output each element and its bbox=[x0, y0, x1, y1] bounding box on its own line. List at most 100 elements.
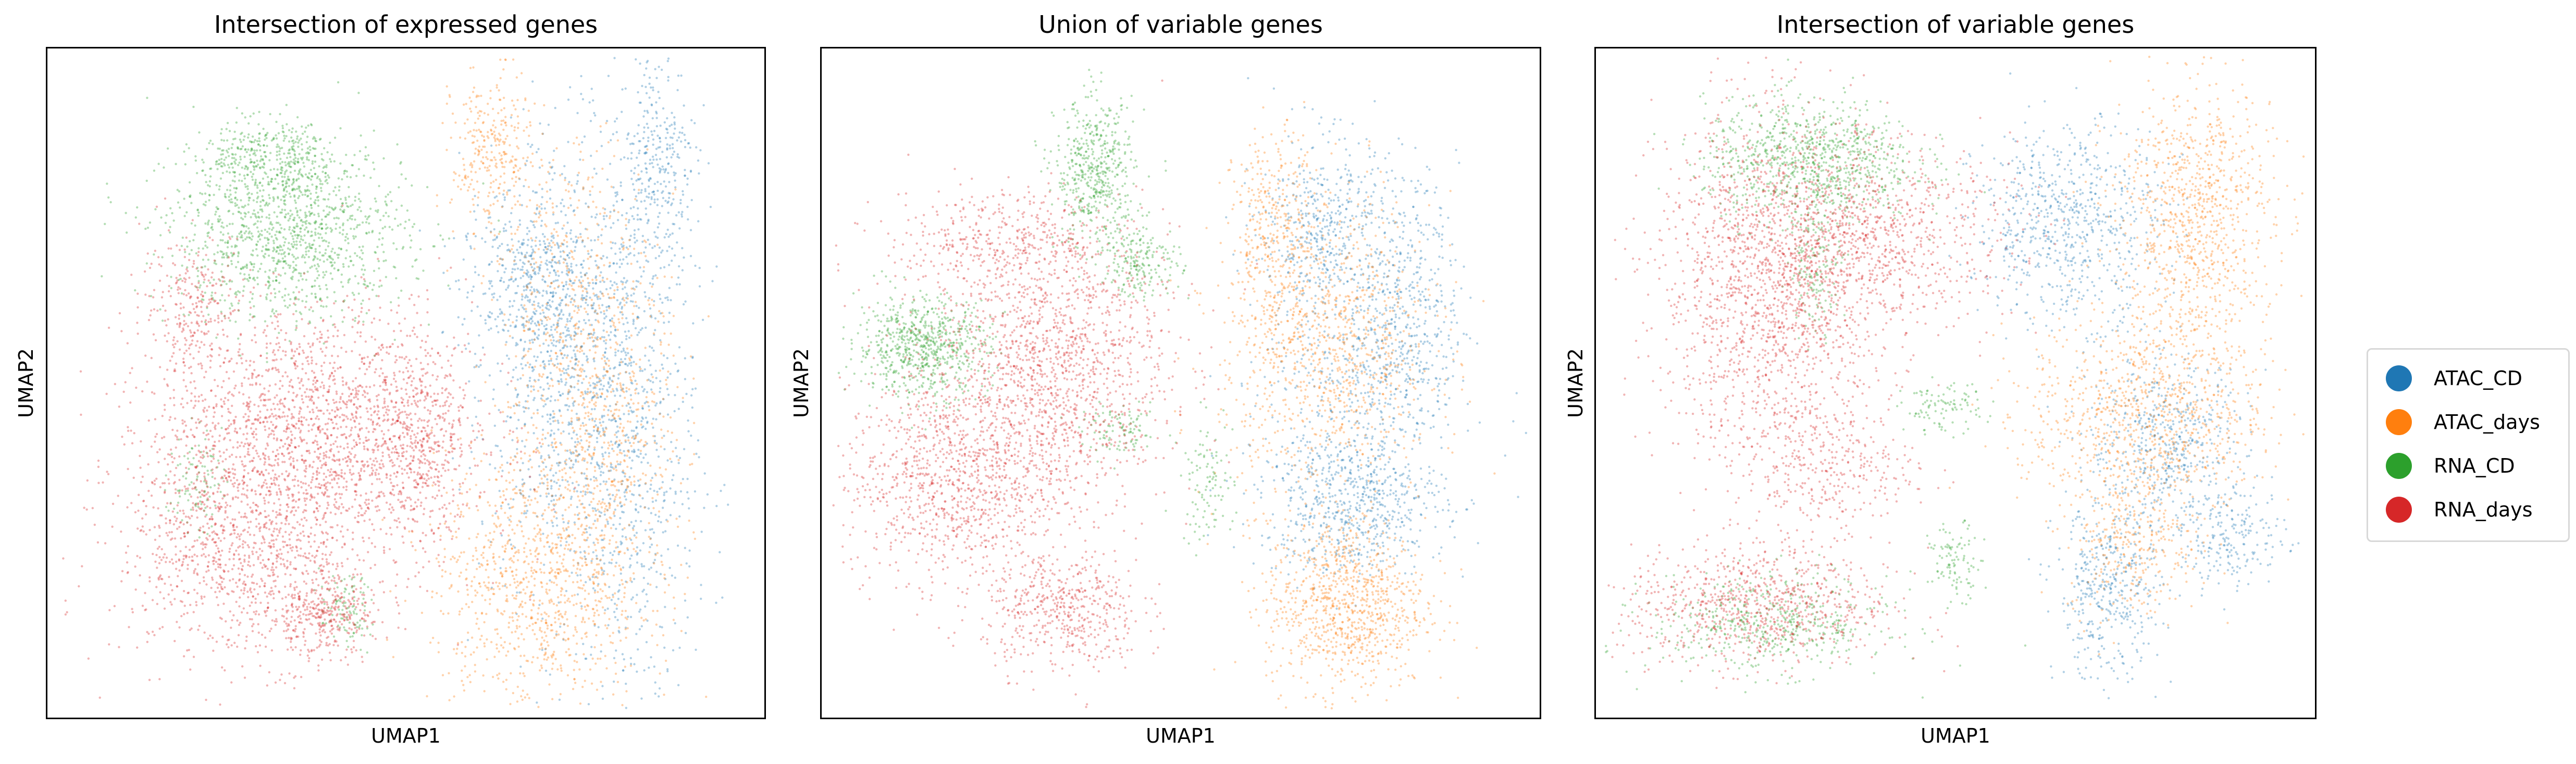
scatter-point bbox=[568, 390, 572, 393]
scatter-point bbox=[533, 338, 536, 341]
scatter-point bbox=[284, 272, 287, 275]
scatter-point bbox=[491, 285, 493, 288]
scatter-point bbox=[599, 280, 602, 283]
scatter-point bbox=[609, 262, 611, 264]
scatter-point bbox=[553, 269, 555, 272]
scatter-point bbox=[502, 151, 505, 154]
scatter-point bbox=[667, 200, 670, 203]
scatter-point bbox=[457, 344, 460, 347]
scatter-point bbox=[513, 597, 516, 600]
scatter-point bbox=[628, 245, 631, 248]
scatter-point bbox=[655, 125, 659, 128]
scatter-point bbox=[592, 476, 596, 478]
scatter-point bbox=[475, 129, 478, 132]
scatter-point bbox=[615, 546, 617, 549]
scatter-point bbox=[558, 314, 561, 316]
scatter-point bbox=[501, 573, 504, 576]
scatter-point bbox=[492, 203, 495, 205]
scatter-point bbox=[231, 235, 233, 238]
scatter-point bbox=[534, 497, 537, 500]
scatter-point bbox=[589, 297, 591, 299]
scatter-point bbox=[556, 399, 560, 401]
scatter-point bbox=[633, 449, 636, 451]
scatter-point bbox=[532, 488, 536, 491]
scatter-point bbox=[522, 490, 524, 492]
scatter-point bbox=[626, 294, 629, 297]
scatter-point bbox=[584, 287, 586, 290]
scatter-point bbox=[664, 169, 667, 172]
scatter-point bbox=[576, 437, 579, 440]
scatter-point bbox=[443, 522, 446, 525]
scatter-point bbox=[553, 255, 556, 258]
scatter-point bbox=[474, 663, 476, 667]
scatter-point bbox=[651, 285, 653, 288]
scatter-point bbox=[574, 551, 577, 554]
scatter-point bbox=[666, 148, 668, 151]
scatter-point bbox=[551, 494, 553, 497]
scatter-point bbox=[476, 180, 479, 183]
scatter-point bbox=[666, 376, 669, 379]
scatter-point bbox=[601, 292, 604, 295]
scatter-point bbox=[567, 367, 569, 370]
scatter-point bbox=[617, 590, 620, 593]
scatter-point bbox=[555, 584, 558, 586]
scatter-point bbox=[322, 271, 325, 274]
scatter-point bbox=[515, 586, 518, 589]
scatter-point bbox=[677, 459, 680, 461]
scatter-point bbox=[649, 177, 652, 180]
scatter-point bbox=[570, 265, 573, 268]
scatter-point bbox=[500, 455, 503, 458]
scatter-point bbox=[531, 252, 534, 254]
scatter-point bbox=[469, 653, 473, 656]
scatter-point bbox=[645, 213, 648, 216]
scatter-point bbox=[384, 200, 387, 203]
scatter-point bbox=[620, 442, 623, 445]
scatter-point bbox=[522, 588, 525, 591]
scatter-point bbox=[529, 549, 531, 552]
scatter-point bbox=[565, 280, 567, 284]
scatter-point bbox=[637, 479, 640, 482]
scatter-point bbox=[653, 562, 655, 565]
scatter-point bbox=[499, 295, 501, 298]
scatter-point bbox=[604, 351, 606, 354]
scatter-point bbox=[506, 415, 509, 418]
scatter-point bbox=[613, 602, 616, 605]
scatter-point bbox=[504, 583, 507, 586]
scatter-point bbox=[624, 397, 626, 399]
scatter-point bbox=[579, 601, 582, 605]
scatter-point bbox=[608, 452, 611, 454]
scatter-point bbox=[584, 517, 587, 520]
scatter-point bbox=[612, 680, 615, 683]
scatter-point bbox=[569, 498, 573, 500]
scatter-point bbox=[524, 179, 527, 181]
scatter-point bbox=[630, 361, 633, 364]
scatter-point bbox=[510, 498, 512, 500]
scatter-point bbox=[486, 209, 488, 212]
scatter-point bbox=[258, 140, 261, 142]
scatter-point bbox=[592, 304, 595, 306]
scatter-point bbox=[240, 199, 242, 202]
scatter-point bbox=[501, 585, 504, 587]
scatter-point bbox=[567, 597, 570, 600]
scatter-point bbox=[444, 449, 447, 452]
scatter-point bbox=[550, 281, 553, 285]
scatter-point bbox=[410, 541, 413, 544]
scatter-point bbox=[509, 515, 512, 517]
scatter-point bbox=[468, 186, 470, 189]
scatter-point bbox=[450, 198, 453, 201]
scatter-point bbox=[636, 433, 639, 435]
scatter-point bbox=[612, 324, 615, 327]
scatter-point bbox=[525, 615, 527, 618]
scatter-point bbox=[590, 307, 593, 310]
scatter-point bbox=[550, 328, 552, 331]
scatter-point bbox=[616, 546, 619, 548]
scatter-point bbox=[590, 304, 593, 307]
scatter-point bbox=[288, 226, 291, 229]
scatter-point bbox=[621, 653, 624, 656]
scatter-point bbox=[566, 334, 569, 337]
scatter-point bbox=[610, 241, 612, 243]
scatter-point bbox=[614, 348, 617, 351]
scatter-point bbox=[610, 562, 613, 564]
scatter-point bbox=[523, 512, 526, 515]
scatter-point bbox=[560, 533, 562, 536]
